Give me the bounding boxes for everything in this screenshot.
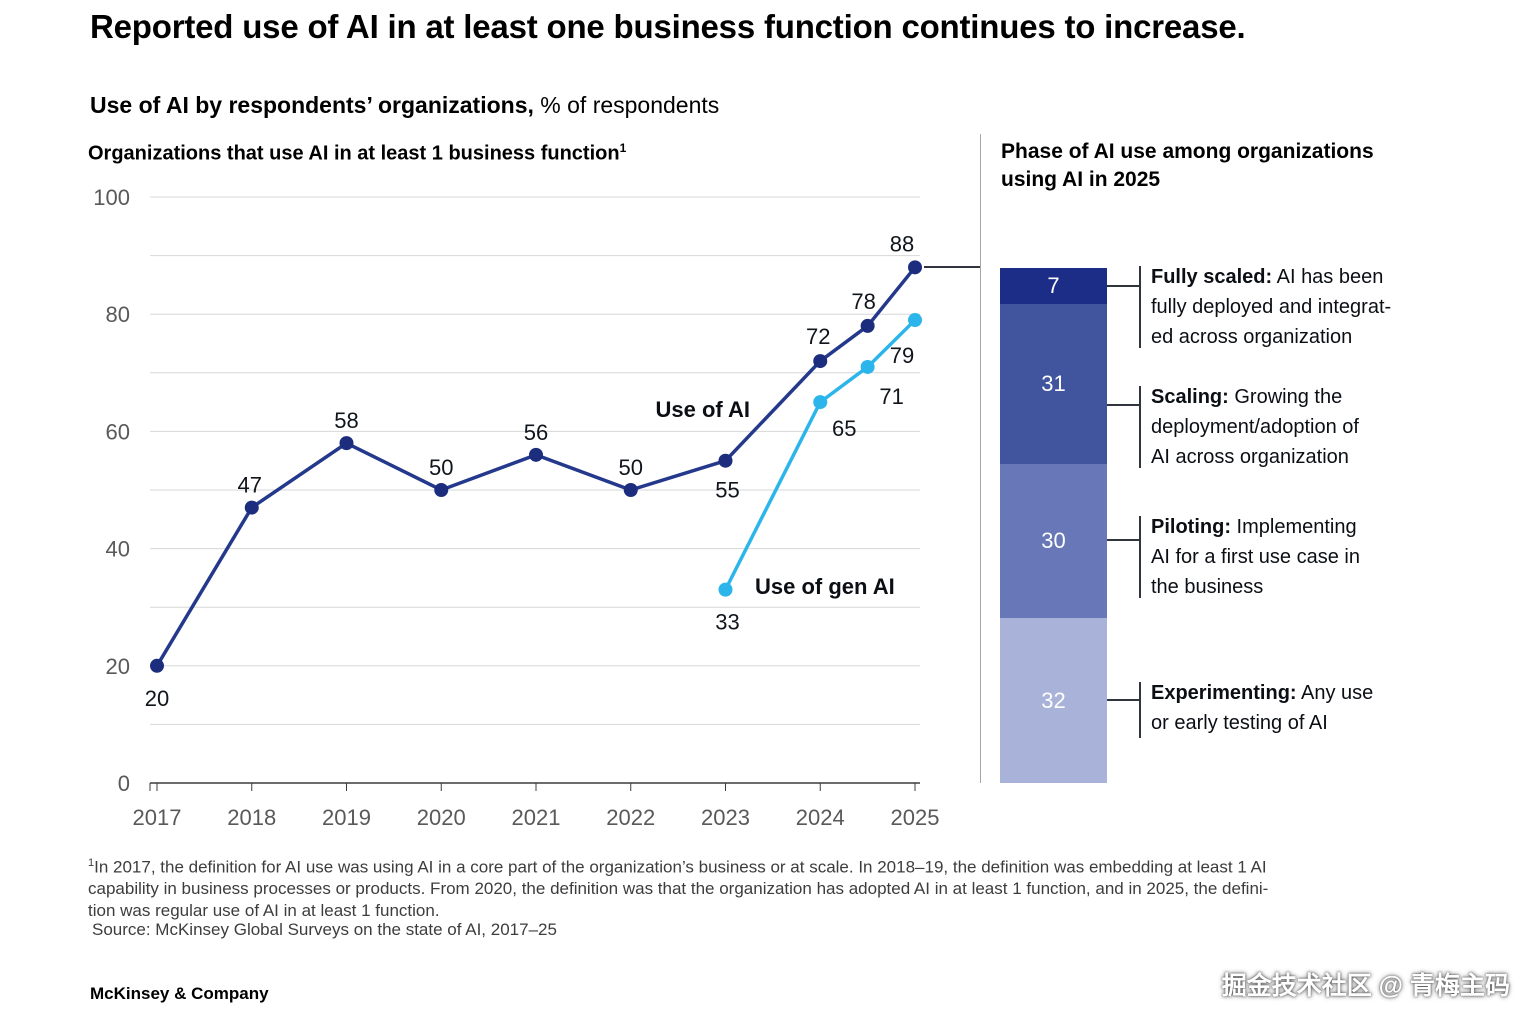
data-label: 88 bbox=[890, 231, 914, 256]
panel-divider-line bbox=[980, 134, 981, 783]
data-point bbox=[623, 483, 638, 497]
data-point bbox=[908, 313, 922, 328]
data-label: 20 bbox=[145, 686, 169, 711]
phase-stacked-bar: 7 31 30 32 bbox=[1000, 268, 1107, 783]
data-point bbox=[339, 436, 354, 451]
line-chart-title: Organizations that use AI in at least 1 … bbox=[88, 141, 627, 165]
x-axis-label: 2019 bbox=[322, 805, 371, 830]
y-axis-label: 40 bbox=[106, 537, 130, 562]
source-line: Source: McKinsey Global Surveys on the s… bbox=[92, 920, 557, 939]
x-axis-label: 2018 bbox=[227, 805, 276, 830]
watermark: 掘金技术社区 @ 青梅主码 bbox=[1221, 972, 1510, 1000]
line-chart: 2017 2018 2019 2020 2021 2022 2023 2024 2025 0 20 4… bbox=[93, 185, 940, 830]
data-label: 47 bbox=[238, 473, 262, 498]
connector-line-piloting bbox=[1107, 539, 1140, 541]
data-point bbox=[860, 318, 875, 333]
connector-line-fully-scaled bbox=[1107, 285, 1140, 287]
x-axis-label: 2022 bbox=[606, 805, 655, 830]
y-axis-label: 60 bbox=[106, 419, 130, 444]
data-point bbox=[813, 395, 828, 410]
bar-segment-experimenting: 32 bbox=[1000, 618, 1107, 783]
connector-line-88-to-bar bbox=[924, 266, 980, 268]
data-label: 65 bbox=[832, 416, 856, 441]
x-axis-label: 2024 bbox=[796, 805, 845, 830]
data-label: 50 bbox=[429, 455, 453, 480]
data-point bbox=[434, 483, 449, 497]
bar-segment-fully-scaled: 7 bbox=[1000, 268, 1107, 305]
data-label: 50 bbox=[619, 455, 643, 480]
data-label: 79 bbox=[890, 343, 914, 368]
data-label: 55 bbox=[715, 478, 739, 503]
bar-segment-piloting: 30 bbox=[1000, 463, 1107, 619]
series-line-use-of-ai bbox=[155, 266, 917, 667]
page-title: Reported use of AI in at least one busin… bbox=[90, 8, 1246, 45]
connector-line-experimenting bbox=[1107, 699, 1140, 701]
y-axis-label: 0 bbox=[118, 771, 130, 796]
bar-segment-value: 30 bbox=[1041, 527, 1066, 553]
bracket-line-fully-scaled bbox=[1139, 266, 1141, 348]
x-axis-label: 2021 bbox=[512, 805, 561, 830]
subtitle-bold: Use of AI by respondents’ organizations, bbox=[90, 92, 534, 118]
x-axis-label: 2025 bbox=[891, 805, 940, 830]
data-label: 78 bbox=[851, 289, 875, 314]
x-axis-label: 2023 bbox=[701, 805, 750, 830]
y-axis-label: 100 bbox=[93, 185, 130, 210]
phase-desc-scaling: Scaling: Growing the deployment/adoption… bbox=[1151, 386, 1359, 468]
y-axis-label: 20 bbox=[106, 654, 130, 679]
bar-segment-scaling: 31 bbox=[1000, 304, 1107, 464]
data-point bbox=[150, 658, 164, 673]
footnote-marker-sup: 1 bbox=[619, 141, 627, 155]
data-label: 33 bbox=[715, 610, 739, 635]
phase-panel-title: Phase of AI use among organizations usin… bbox=[1001, 140, 1374, 191]
phase-desc-piloting: Piloting: Implementing AI for a first us… bbox=[1151, 516, 1360, 598]
data-label: 72 bbox=[806, 324, 830, 349]
data-point bbox=[718, 582, 733, 597]
data-point bbox=[908, 260, 922, 275]
data-point bbox=[718, 453, 733, 468]
data-point bbox=[244, 500, 259, 515]
connector-line-scaling bbox=[1107, 404, 1140, 406]
data-point bbox=[860, 359, 875, 374]
bar-segment-value: 32 bbox=[1041, 687, 1066, 713]
bracket-line-scaling bbox=[1139, 386, 1141, 468]
bracket-line-experimenting bbox=[1139, 682, 1141, 738]
footnote: 1In 2017, the definition for AI use was … bbox=[88, 853, 1468, 921]
footnote-text: In 2017, the definition for AI use was u… bbox=[88, 857, 1269, 920]
data-label: 71 bbox=[879, 384, 903, 409]
brand: McKinsey & Company bbox=[90, 984, 269, 1003]
bar-segment-value: 31 bbox=[1041, 370, 1066, 396]
data-point bbox=[529, 447, 543, 462]
subtitle-rest: % of respondents bbox=[533, 92, 720, 118]
y-axis-label: 80 bbox=[106, 302, 130, 327]
data-label: 58 bbox=[334, 408, 358, 433]
x-axis-label: 2017 bbox=[133, 805, 182, 830]
phase-desc-experimenting: Experimenting: Any use or early testing … bbox=[1151, 682, 1374, 734]
data-label: 56 bbox=[524, 420, 548, 445]
series-label-use-of-gen-ai: Use of gen AI bbox=[755, 574, 895, 599]
phase-desc-fully-scaled: Fully scaled: AI has been fully deployed… bbox=[1151, 266, 1392, 348]
data-point bbox=[813, 354, 828, 369]
subtitle: Use of AI by respondents’ organizations,… bbox=[90, 92, 719, 119]
x-axis-label: 2020 bbox=[417, 805, 466, 830]
bracket-line-piloting bbox=[1139, 516, 1141, 598]
series-label-use-of-ai: Use of AI bbox=[655, 397, 750, 422]
bar-segment-value: 7 bbox=[1047, 273, 1060, 299]
series-line-use-of-gen-ai bbox=[723, 318, 917, 591]
footnote-marker: 1 bbox=[88, 857, 95, 869]
